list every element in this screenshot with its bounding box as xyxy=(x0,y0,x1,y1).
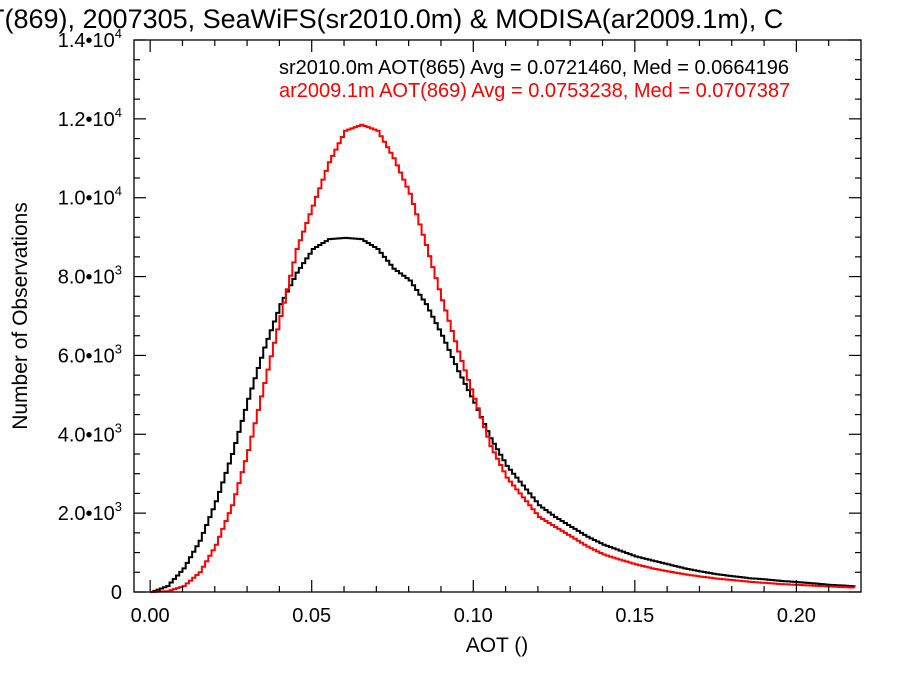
series-line-sr2010-0m xyxy=(150,236,856,593)
y-tick-label: 1.2•104 xyxy=(58,105,122,131)
series-line-ar2009-1m xyxy=(150,123,856,593)
x-tick-label: 0.10 xyxy=(454,605,493,627)
y-axis-label: Number of Observations xyxy=(9,202,32,430)
y-tick-label: 2.0•103 xyxy=(58,499,122,525)
legend-entry-ar2009: ar2009.1m AOT(869) Avg = 0.0753238, Med … xyxy=(279,80,790,102)
x-tick-label: 0.15 xyxy=(615,605,654,627)
x-tick-label: 0.05 xyxy=(292,605,331,627)
chart-title: T(869), 2007305, SeaWiFS(sr2010.0m) & MO… xyxy=(0,4,783,34)
x-tick-label: 0.00 xyxy=(131,605,170,627)
y-tick-label: 1.4•104 xyxy=(58,26,122,52)
y-tick-label: 1.0•104 xyxy=(58,184,122,210)
ticks-layer: 0.00 0.05 0.10 0.15 0.20 0 2.0•103 4.0•103 6.0•1… xyxy=(58,26,861,627)
x-axis-label: AOT () xyxy=(466,634,529,657)
y-tick-label: 6.0•103 xyxy=(58,341,122,367)
x-tick-label: 0.20 xyxy=(777,605,816,627)
plot-frame xyxy=(133,39,862,593)
legend-entry-sr2010: sr2010.0m AOT(865) Avg = 0.0721460, Med … xyxy=(279,57,789,79)
y-tick-label: 8.0•103 xyxy=(58,263,122,289)
y-tick-label: 4.0•103 xyxy=(58,420,122,446)
y-tick-label: 0 xyxy=(111,582,122,604)
series-layer xyxy=(150,123,856,593)
